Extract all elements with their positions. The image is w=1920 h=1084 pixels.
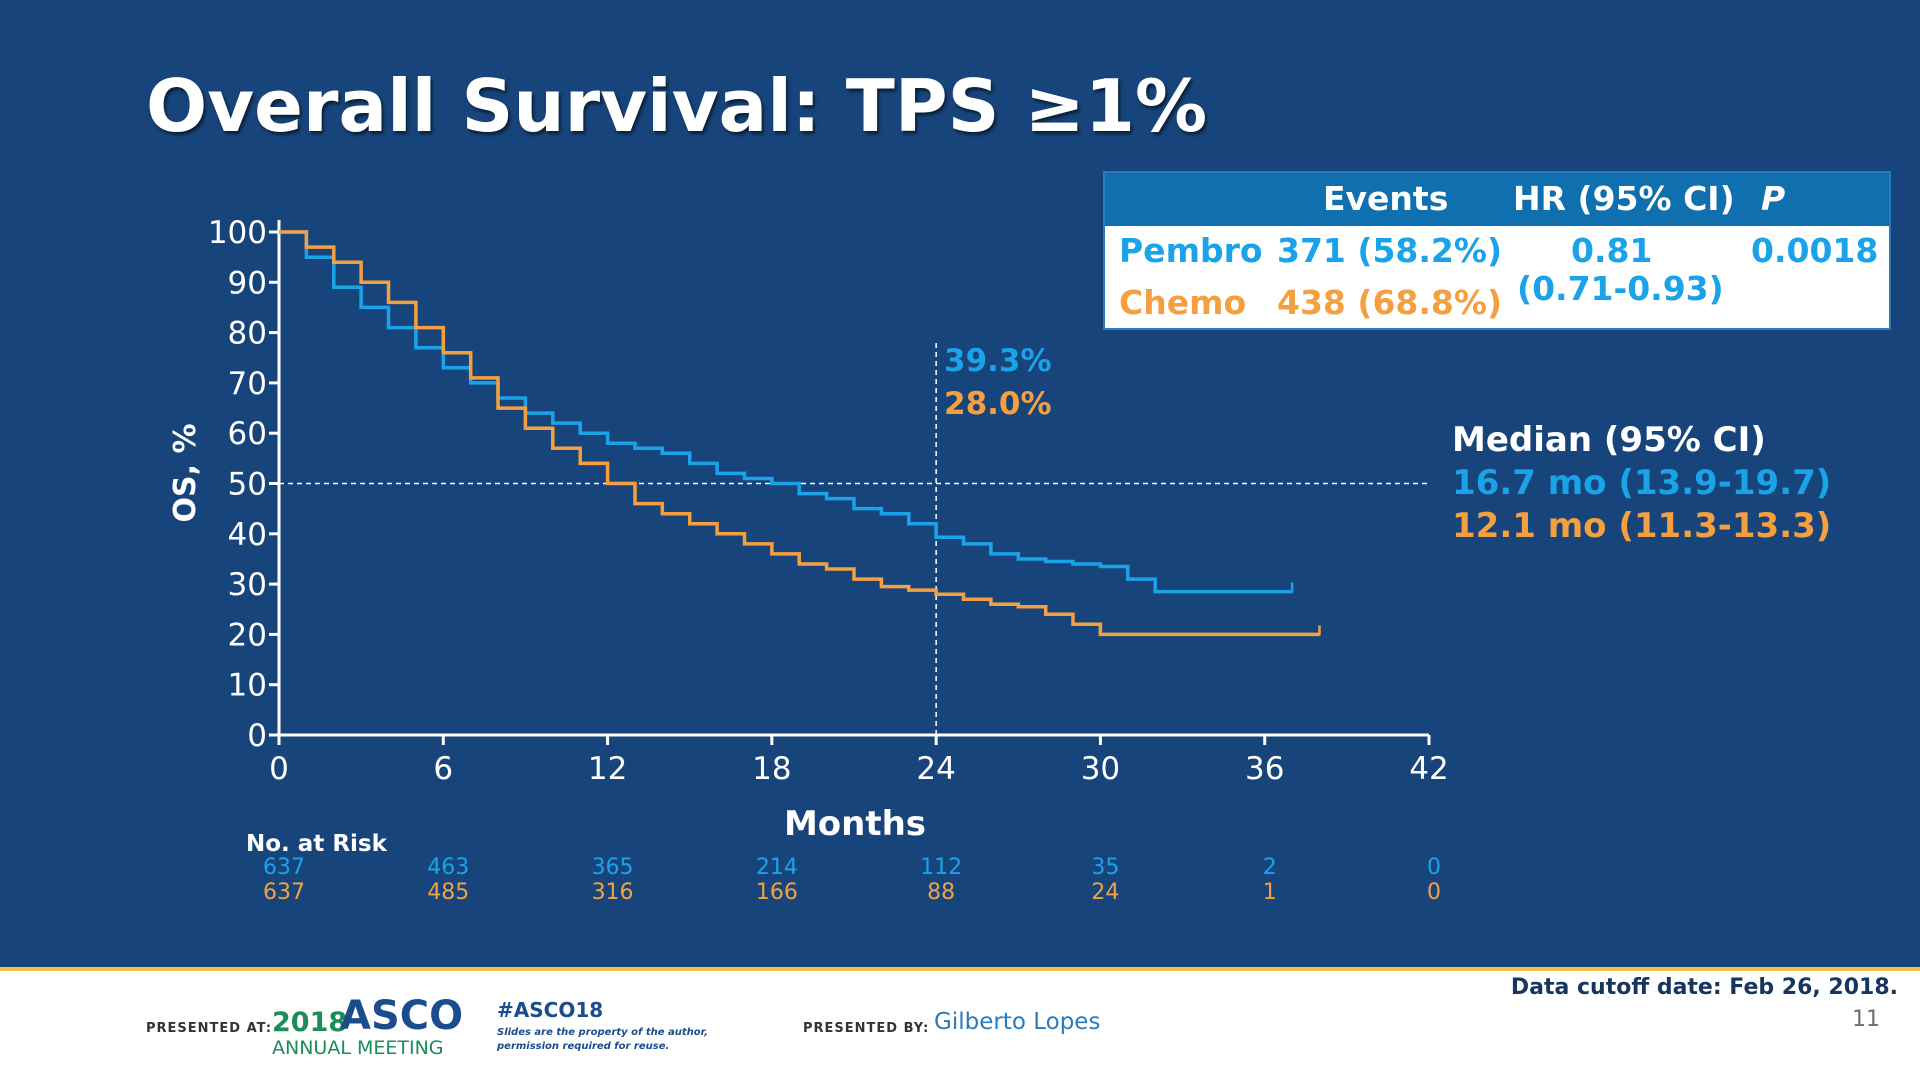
hr-ci: (0.71-0.93) [1517,269,1724,308]
header-p: P [1761,179,1786,218]
x-tick-label: 18 [752,751,791,787]
y-axis-label: OS, % [168,423,203,522]
meeting-year: 2018 [272,1007,348,1038]
hashtag: #ASCO18 [497,998,604,1022]
risk-value-chemo: 166 [756,880,798,905]
x-tick-label: 24 [916,751,955,787]
row-pembro-arm: Pembro [1119,231,1263,270]
y-tick-label: 10 [228,668,267,704]
risk-value-pembro: 365 [592,855,634,880]
presenter-name: Gilberto Lopes [934,1009,1101,1035]
asco-logo: ASCO [340,993,464,1039]
risk-value-chemo: 316 [592,880,634,905]
cutoff-note: Data cutoff date: Feb 26, 2018. [1510,975,1898,1000]
stats-table-header [1105,173,1889,226]
header-hr: HR (95% CI) [1513,179,1735,218]
median-title: Median (95% CI) [1452,420,1766,460]
y-tick-label: 60 [228,416,267,452]
stats-table: Events HR (95% CI) P Pembro 371 (58.2%) … [1103,171,1891,330]
median-pembro: 16.7 mo (13.9-19.7) [1452,463,1832,503]
meeting-subtitle: ANNUAL MEETING [272,1037,444,1059]
header-events: Events [1323,179,1449,218]
slide-title: Overall Survival: TPS ≥1% [146,64,1208,148]
y-tick-label: 50 [228,467,267,503]
risk-value-pembro: 0 [1427,855,1441,880]
x-tick-label: 36 [1245,751,1284,787]
curve-chemo [279,230,1320,637]
x-tick-label: 12 [588,751,627,787]
median-chemo: 12.1 mo (11.3-13.3) [1452,506,1832,546]
x-tick-label: 42 [1409,751,1448,787]
median-block: Median (95% CI) 16.7 mo (13.9-19.7) 12.1… [1452,420,1831,549]
chart-axes [277,220,1429,737]
risk-value-chemo: 637 [263,880,305,905]
hr-value: 0.81 [1571,231,1653,270]
presented-at-label: PRESENTED AT: [146,1021,273,1036]
x-tick-label: 6 [433,751,453,787]
y-tick-label: 0 [247,718,267,754]
risk-value-chemo: 1 [1263,880,1277,905]
curve-pembro [279,230,1293,594]
annotation-chemo: 28.0% [944,386,1052,422]
y-tick-label: 90 [228,265,267,301]
risk-value-pembro: 2 [1263,855,1277,880]
risk-value-pembro: 637 [263,855,305,880]
y-tick-label: 100 [208,215,267,251]
x-tick-label: 0 [269,751,289,787]
row-chemo-events: 438 (68.8%) [1277,283,1503,322]
y-tick-label: 30 [228,567,267,603]
risk-value-chemo: 0 [1427,880,1441,905]
row-pembro-events: 371 (58.2%) [1277,231,1503,270]
risk-value-pembro: 214 [756,855,798,880]
y-tick-label: 70 [228,366,267,402]
p-value: 0.0018 [1751,231,1879,270]
risk-value-chemo: 485 [427,880,469,905]
risk-table-label: No. at Risk [246,831,388,857]
survival-curves [279,230,1321,637]
disclaimer-line-2: permission required for reuse. [497,1041,670,1052]
y-tick-label: 20 [228,617,267,653]
risk-value-pembro: 112 [920,855,962,880]
row-chemo-arm: Chemo [1119,283,1247,322]
page-number: 11 [1852,1007,1880,1032]
reference-lines [279,343,1429,735]
risk-value-pembro: 35 [1091,855,1119,880]
risk-value-chemo: 88 [927,880,955,905]
x-axis-label: Months [784,804,926,844]
y-tick-label: 80 [228,316,267,352]
x-tick-label: 30 [1081,751,1120,787]
annotation-pembro: 39.3% [944,343,1052,379]
risk-value-chemo: 24 [1091,880,1119,905]
risk-value-pembro: 463 [427,855,469,880]
disclaimer-line-1: Slides are the property of the author, [497,1027,708,1038]
y-tick-label: 40 [228,517,267,553]
presented-by-label: PRESENTED BY: [803,1021,930,1036]
risk-table: 637 463 365 214 112 35 2 0 637 485 316 166 88 24 1 0 [263,855,1441,905]
slide-footer: Data cutoff date: Feb 26, 2018. 11 PRESE… [0,967,1920,1084]
chart-ticks: 0 10 20 30 40 50 60 70 80 90 100 0 6 12 18 24 30 36 42 [208,215,1449,787]
